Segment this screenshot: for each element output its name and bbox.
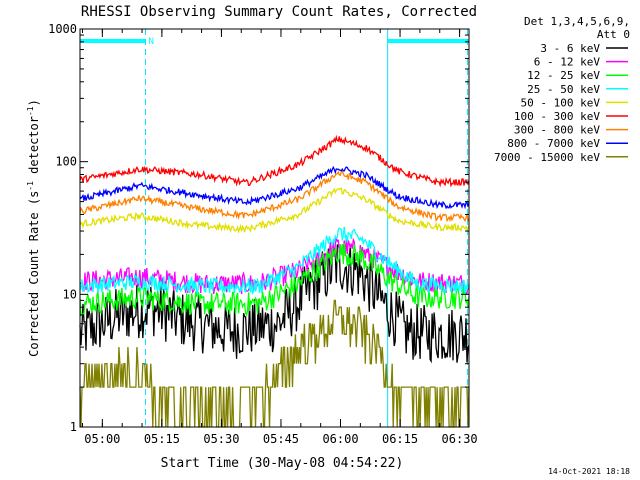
y-tick-label-3: 1000 xyxy=(48,22,77,36)
x-tick-label-3: 05:45 xyxy=(263,432,299,446)
y-axis-label-end: ) xyxy=(27,99,41,106)
y-axis-label-sup1: -1 xyxy=(26,181,35,191)
night-label: N xyxy=(148,37,153,47)
ticks-layer: 1 10 100 1000 05:00 05:15 05:30 05:45 06:00 06:15… xyxy=(48,22,478,446)
series-line-4 xyxy=(79,187,470,234)
legend-label-1: 6 - 12 keV xyxy=(534,56,601,69)
legend-label-8: 7000 - 15000 keV xyxy=(494,151,600,164)
series-line-0 xyxy=(79,244,470,364)
chart-title: RHESSI Observing Summary Count Rates, Co… xyxy=(81,4,477,20)
x-tick-label-4: 06:00 xyxy=(322,432,358,446)
series-line-5 xyxy=(79,134,470,188)
y-axis-label: Corrected Count Rate (s-1 detector-1) xyxy=(26,99,41,357)
legend-label-2: 12 - 25 keV xyxy=(527,69,600,82)
legend-label-4: 50 - 100 keV xyxy=(521,96,601,109)
x-tick-label-0: 05:00 xyxy=(84,432,120,446)
series-line-6 xyxy=(79,170,470,223)
legend-label-6: 300 - 800 keV xyxy=(514,124,600,137)
y-tick-label-1: 10 xyxy=(63,287,77,301)
legend-label-0: 3 - 6 keV xyxy=(540,42,600,55)
legend-header-1: Det 1,3,4,5,6,9, xyxy=(524,15,630,28)
legend-label-3: 25 - 50 keV xyxy=(527,83,600,96)
series-layer xyxy=(79,134,470,428)
series-line-8 xyxy=(79,299,470,428)
plot-frame xyxy=(79,28,470,428)
x-tick-label-6: 06:30 xyxy=(442,432,478,446)
legend-header-2: Att 0 xyxy=(597,28,630,41)
y-tick-label-2: 100 xyxy=(55,155,77,169)
legend-label-7: 800 - 7000 keV xyxy=(507,137,600,150)
y-axis-label-mid: detector xyxy=(27,116,41,181)
y-axis-label-start: Corrected Count Rate (s xyxy=(27,191,41,357)
series-line-7 xyxy=(79,165,470,210)
x-tick-label-1: 05:15 xyxy=(144,432,180,446)
series-line-3 xyxy=(79,226,470,296)
timestamp: 14-Oct-2021 18:18 xyxy=(548,467,630,476)
x-tick-label-2: 05:30 xyxy=(203,432,239,446)
x-axis-label: Start Time (30-May-08 04:54:22) xyxy=(161,456,404,471)
legend-label-5: 100 - 300 keV xyxy=(514,110,600,123)
y-axis-label-sup2: -1 xyxy=(26,106,35,116)
x-tick-label-5: 06:15 xyxy=(382,432,418,446)
y-tick-label-0: 1 xyxy=(70,420,77,434)
